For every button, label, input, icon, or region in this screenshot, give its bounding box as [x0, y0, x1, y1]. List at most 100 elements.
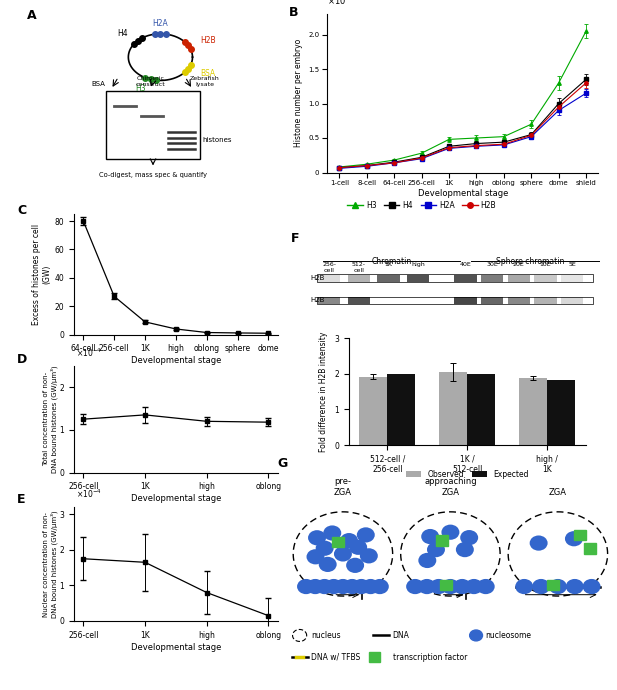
Circle shape [566, 579, 584, 594]
Bar [547, 380, 575, 445]
Circle shape [371, 579, 389, 594]
Text: 512-
cell: 512- cell [352, 262, 366, 273]
Text: histones: histones [202, 137, 232, 143]
Circle shape [429, 579, 447, 594]
Circle shape [346, 558, 364, 573]
Text: C: C [17, 204, 26, 217]
Circle shape [319, 557, 337, 572]
Circle shape [465, 579, 483, 594]
Text: Sphere chromatin: Sphere chromatin [497, 257, 565, 266]
Legend: H3, H4, H2A, H2B: H3, H4, H2A, H2B [344, 198, 499, 213]
Circle shape [418, 553, 436, 568]
Circle shape [323, 525, 341, 541]
Text: E: E [17, 493, 25, 506]
Text: H2B: H2B [310, 275, 325, 281]
Circle shape [441, 579, 460, 594]
Bar [347, 275, 370, 282]
Circle shape [308, 530, 326, 545]
Text: H2B: H2B [200, 36, 215, 45]
Text: 5E: 5E [568, 262, 576, 267]
Text: $\times 10^{12}$: $\times 10^{12}$ [327, 0, 354, 8]
Bar [574, 530, 586, 540]
Bar [520, 378, 547, 445]
Text: 30E: 30E [486, 262, 498, 267]
Bar [508, 297, 530, 304]
Circle shape [441, 524, 460, 540]
Bar [534, 275, 557, 282]
Bar [454, 275, 477, 282]
Circle shape [532, 579, 550, 594]
Circle shape [334, 579, 352, 594]
Circle shape [529, 535, 548, 551]
Circle shape [549, 579, 567, 594]
Bar [407, 275, 429, 282]
Circle shape [325, 579, 342, 594]
Circle shape [421, 529, 439, 544]
Circle shape [477, 579, 495, 594]
Text: transcription factor: transcription factor [392, 653, 467, 662]
Text: H2A: H2A [152, 19, 168, 28]
Circle shape [340, 533, 358, 549]
Bar [481, 297, 503, 304]
Bar [368, 652, 380, 662]
Bar [387, 374, 415, 445]
Text: 40E: 40E [460, 262, 471, 267]
Text: high: high [411, 262, 425, 267]
Bar [318, 297, 341, 304]
Circle shape [582, 579, 600, 594]
Text: approaching
ZGA: approaching ZGA [424, 477, 477, 497]
Bar [439, 580, 452, 591]
Text: $\times 10^{-4}$: $\times 10^{-4}$ [76, 488, 102, 500]
X-axis label: Developmental stage: Developmental stage [418, 189, 508, 198]
Bar [561, 275, 583, 282]
Bar [508, 275, 530, 282]
Circle shape [307, 549, 325, 564]
Y-axis label: Histone number per embryo: Histone number per embryo [294, 39, 302, 147]
Bar [317, 275, 593, 282]
Text: pre-
ZGA: pre- ZGA [334, 477, 352, 497]
Bar [377, 275, 400, 282]
Text: H3: H3 [136, 84, 146, 93]
Text: DNA: DNA [392, 631, 410, 640]
Text: A: A [27, 9, 37, 21]
Circle shape [297, 579, 315, 594]
Circle shape [316, 541, 334, 556]
Circle shape [418, 579, 436, 594]
Circle shape [460, 530, 478, 545]
Circle shape [470, 630, 482, 641]
Circle shape [343, 579, 361, 594]
Text: F: F [291, 233, 299, 246]
Bar [436, 535, 449, 546]
Circle shape [362, 579, 379, 594]
X-axis label: Developmental stage: Developmental stage [131, 642, 221, 651]
Text: H4: H4 [117, 29, 128, 38]
Bar [454, 297, 477, 304]
Bar [584, 543, 596, 553]
Circle shape [334, 546, 352, 562]
X-axis label: Developmental stage: Developmental stage [131, 356, 221, 365]
Text: 10E: 10E [540, 262, 551, 267]
Y-axis label: Nuclear concentration of non-
DNA bound histones (GW/μm³): Nuclear concentration of non- DNA bound … [43, 511, 58, 618]
Text: ZGA: ZGA [549, 488, 567, 497]
Text: 256-
cell: 256- cell [322, 262, 336, 273]
Text: 20E: 20E [513, 262, 524, 267]
Text: G: G [277, 457, 288, 470]
Text: Chromatin: Chromatin [371, 257, 412, 266]
Circle shape [565, 531, 583, 546]
Text: DNA w/ TFBS: DNA w/ TFBS [311, 653, 360, 662]
Bar [481, 275, 503, 282]
Bar [359, 377, 387, 445]
Y-axis label: Fold difference in H2B intensity: Fold difference in H2B intensity [320, 331, 328, 452]
Bar [534, 297, 557, 304]
Circle shape [360, 549, 378, 564]
Circle shape [357, 527, 375, 542]
Bar [439, 372, 467, 445]
Text: Zebrafish
lysate: Zebrafish lysate [190, 76, 220, 87]
Circle shape [352, 579, 370, 594]
Circle shape [456, 542, 474, 558]
Circle shape [406, 579, 424, 594]
Bar [318, 275, 341, 282]
Text: $\times 10^{-4}$: $\times 10^{-4}$ [76, 347, 102, 359]
Circle shape [427, 542, 445, 558]
Circle shape [306, 579, 325, 594]
